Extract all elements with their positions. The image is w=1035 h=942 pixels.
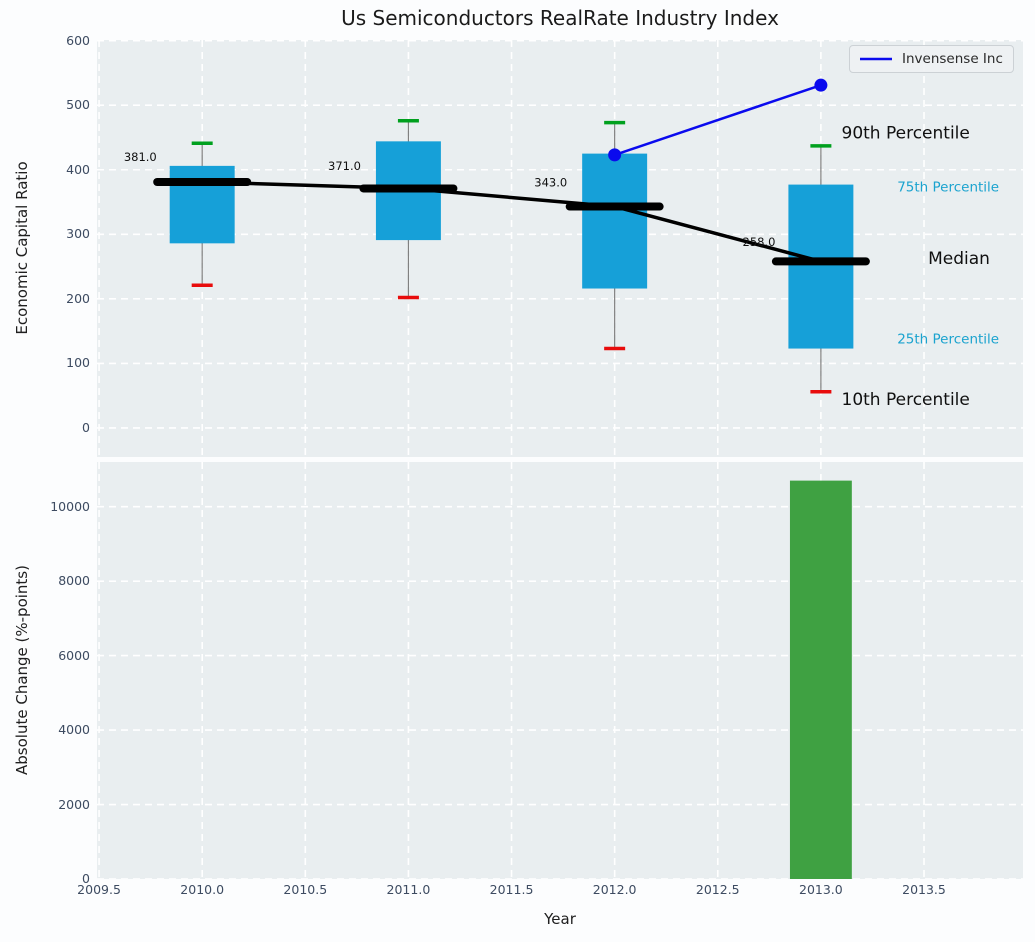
chart-title: Us Semiconductors RealRate Industry Inde… <box>97 6 1023 30</box>
legend-line-sample <box>859 56 893 62</box>
xtick-2010.0: 2010.0 <box>180 882 224 897</box>
top-ytick-400: 400 <box>0 162 90 178</box>
bottom-plot-area <box>97 462 1023 879</box>
plot-canvas <box>97 462 1023 879</box>
annotation-median: Median <box>928 249 990 269</box>
bottom-ytick-6000: 6000 <box>0 648 90 664</box>
xtick-2010.5: 2010.5 <box>283 882 327 897</box>
xtick-2013.5: 2013.5 <box>902 882 946 897</box>
bottom-ytick-10000: 10000 <box>0 499 90 515</box>
x-axis-label: Year <box>97 910 1023 928</box>
change-bar-2013 <box>790 481 852 879</box>
xtick-2013.0: 2013.0 <box>799 882 843 897</box>
top-ytick-0: 0 <box>0 420 90 436</box>
annotation-75th-percentile: 75th Percentile <box>897 180 999 196</box>
box-2012 <box>582 154 647 289</box>
annotation-90th-percentile: 90th Percentile <box>842 123 970 143</box>
top-y-axis-label: Economic Capital Ratio <box>13 161 31 334</box>
xtick-2012.5: 2012.5 <box>696 882 740 897</box>
bottom-ytick-8000: 8000 <box>0 573 90 589</box>
bottom-ytick-2000: 2000 <box>0 797 90 813</box>
xtick-2011.0: 2011.0 <box>387 882 431 897</box>
xtick-2011.5: 2011.5 <box>490 882 534 897</box>
legend-label: Invensense Inc <box>902 51 1003 67</box>
legend: Invensense Inc <box>849 45 1014 73</box>
figure: Us Semiconductors RealRate Industry Inde… <box>0 0 1035 942</box>
bottom-ytick-4000: 4000 <box>0 722 90 738</box>
median-value-label-2011: 371.0 <box>328 159 361 173</box>
top-ytick-600: 600 <box>0 33 90 49</box>
top-ytick-300: 300 <box>0 226 90 242</box>
top-ytick-500: 500 <box>0 97 90 113</box>
median-value-label-2012: 343.0 <box>534 176 567 190</box>
bottom-y-axis-label: Absolute Change (%-points) <box>13 565 31 775</box>
plot-canvas: 381.0 371.0 343.0 258.0 90th Percentile 75th … <box>97 40 1023 457</box>
top-ytick-200: 200 <box>0 291 90 307</box>
company-point <box>608 148 621 161</box>
box-2010 <box>170 166 235 243</box>
annotation-25th-percentile: 25th Percentile <box>897 331 999 347</box>
median-value-label-2010: 381.0 <box>124 150 157 164</box>
median-value-label-2013: 258.0 <box>743 235 776 249</box>
company-point <box>814 79 827 92</box>
top-plot-area: 381.0 371.0 343.0 258.0 90th Percentile 75th … <box>97 40 1023 457</box>
annotation-10th-percentile: 10th Percentile <box>842 390 970 410</box>
xtick-2012.0: 2012.0 <box>593 882 637 897</box>
company-line <box>615 85 821 155</box>
box-2013 <box>788 185 853 349</box>
xtick-2009.5: 2009.5 <box>77 882 121 897</box>
top-ytick-100: 100 <box>0 355 90 371</box>
